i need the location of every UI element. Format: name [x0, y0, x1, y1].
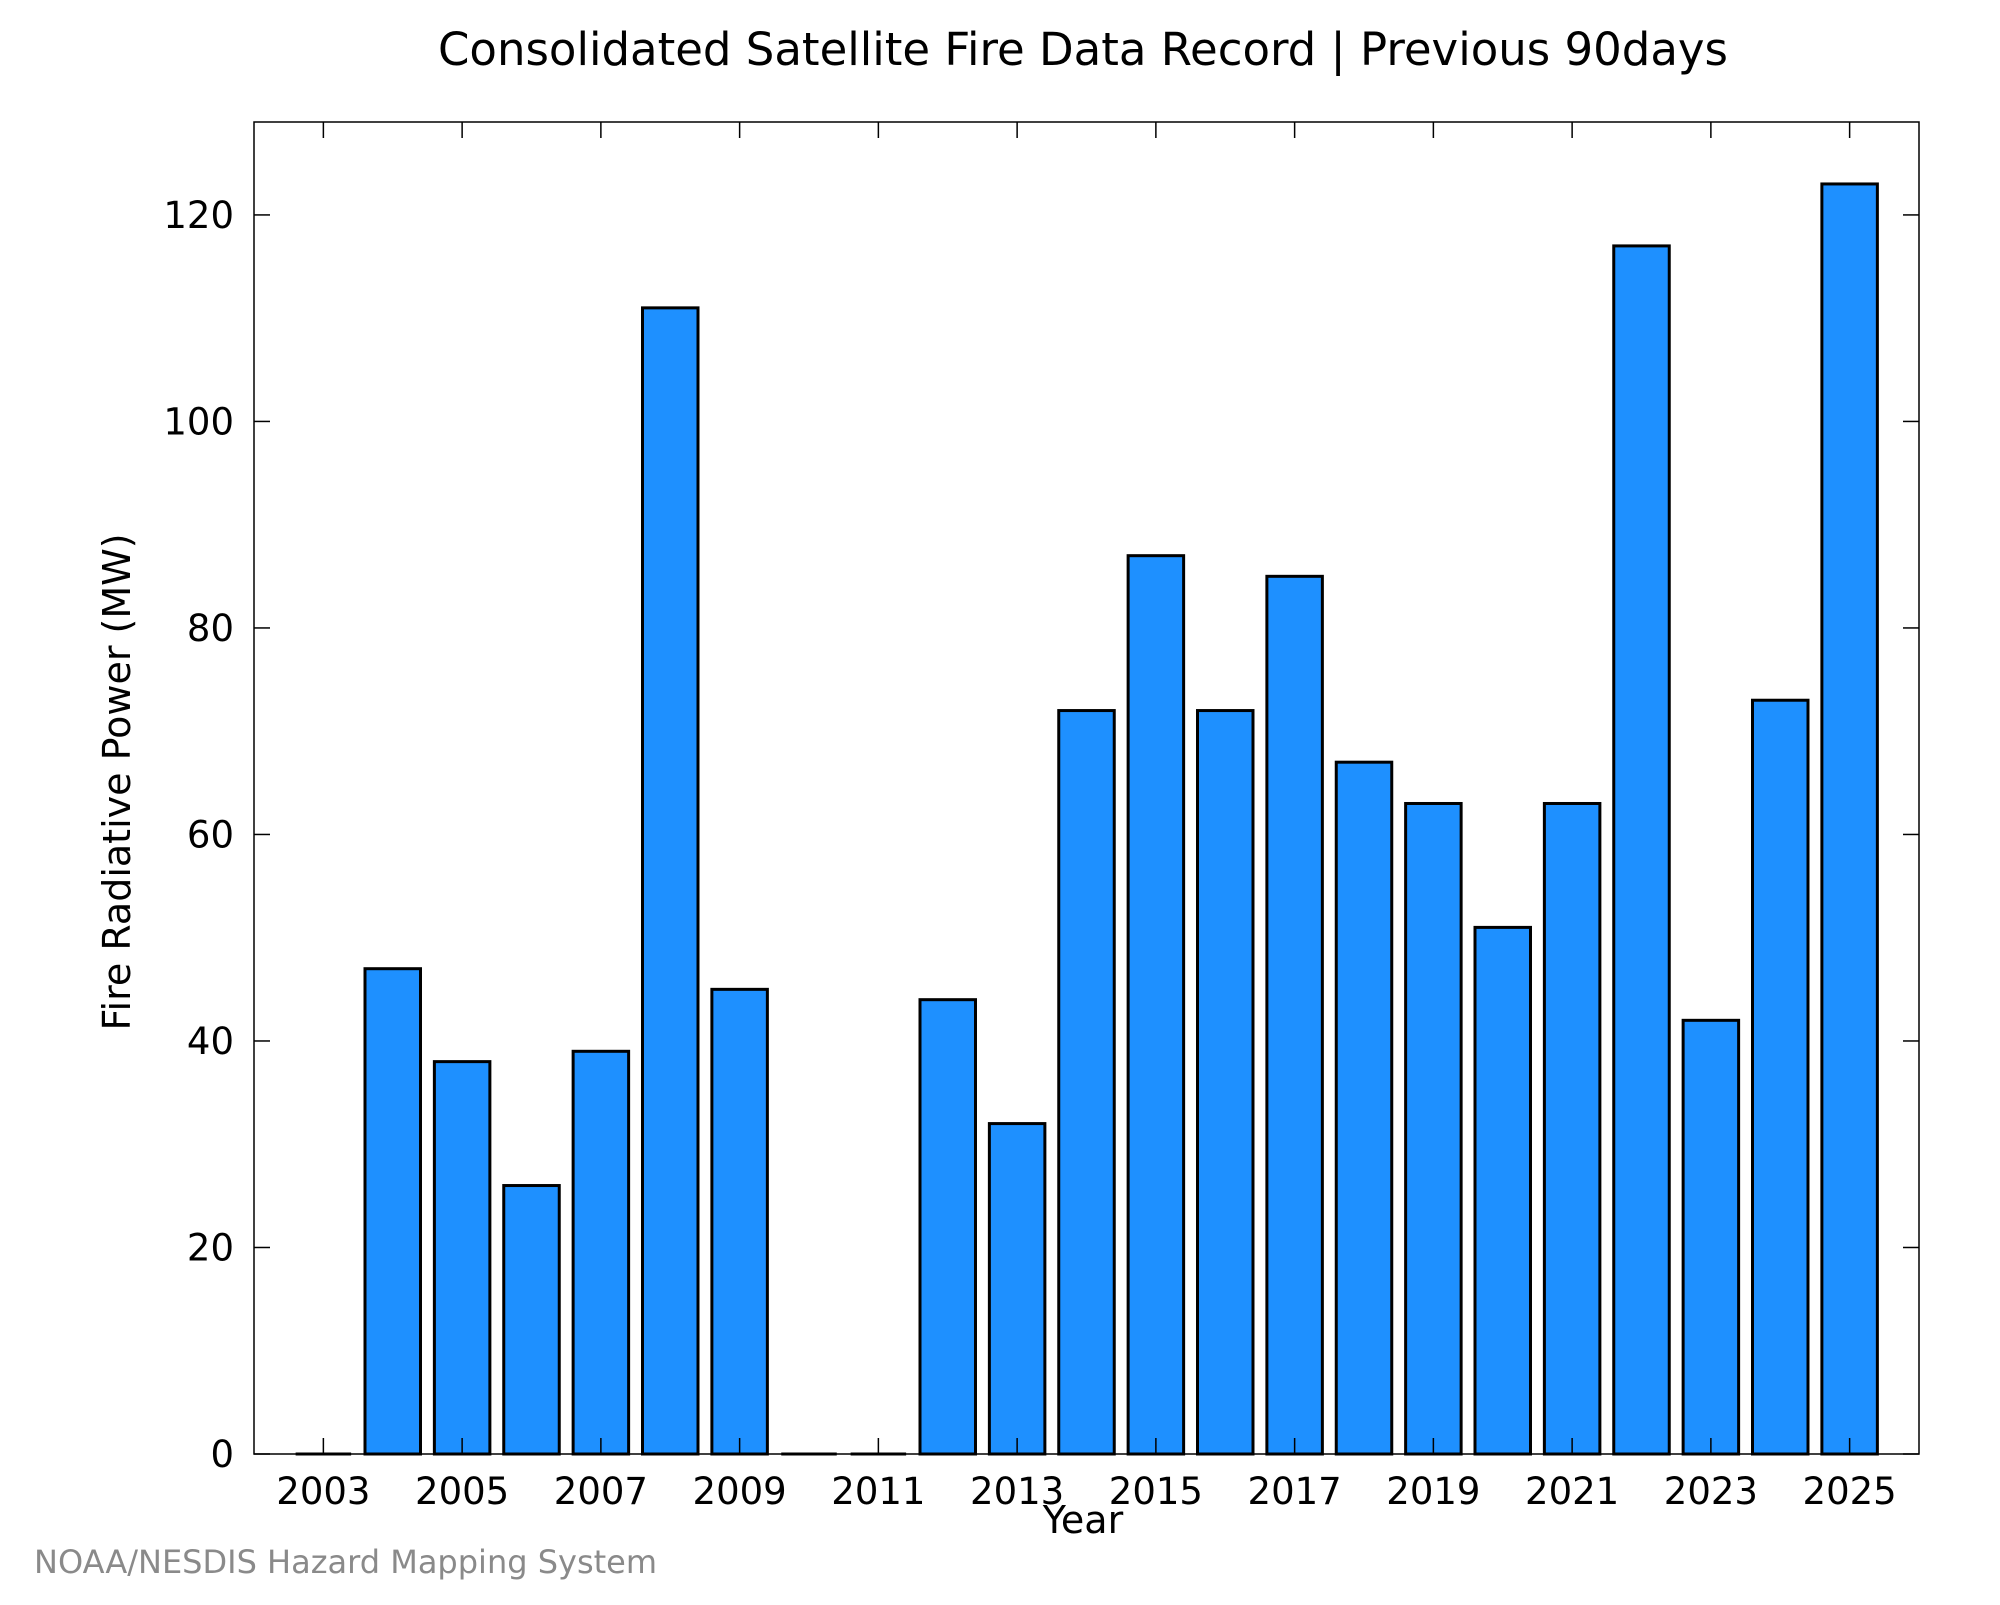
x-tick-label: 2021	[1525, 1470, 1619, 1513]
bar-2024	[1751, 698, 1810, 1456]
bar-2020	[1473, 925, 1532, 1456]
bar-2016	[1196, 709, 1255, 1456]
bar-2009	[710, 987, 769, 1456]
bars-group	[295, 182, 1879, 1456]
chart-title: Consolidated Satellite Fire Data Record …	[438, 23, 1728, 76]
bar-2018	[1334, 760, 1394, 1456]
y-tick-label: 0	[210, 1433, 234, 1476]
bar-2012	[918, 998, 977, 1456]
y-tick-label: 40	[187, 1020, 234, 1063]
y-axis-label: Fire Radiative Power (MW)	[95, 533, 139, 1030]
x-tick-label: 2011	[831, 1470, 925, 1513]
bar-2019	[1404, 801, 1463, 1456]
x-tick-label: 2025	[1803, 1470, 1897, 1513]
x-tick-label: 2007	[554, 1470, 648, 1513]
bar-2022	[1612, 244, 1671, 1456]
bar-2005	[432, 1060, 492, 1456]
x-tick-label: 2015	[1109, 1470, 1203, 1513]
x-tick-label: 2005	[415, 1470, 509, 1513]
y-tick-label: 120	[163, 194, 234, 237]
bar-2025	[1820, 182, 1879, 1456]
bar-2007	[571, 1049, 631, 1456]
x-axis-label: Year	[1042, 1498, 1124, 1542]
bar-2013	[987, 1122, 1047, 1456]
bar-2006	[502, 1184, 561, 1456]
credit-text: NOAA/NESDIS Hazard Mapping System	[34, 1543, 657, 1581]
plot-frame	[253, 121, 1920, 1455]
bar-2014	[1057, 709, 1116, 1456]
x-tick-label: 2013	[970, 1470, 1064, 1513]
y-tick-label: 100	[163, 400, 234, 443]
x-tick-label: 2019	[1386, 1470, 1480, 1513]
bar-2004	[363, 967, 422, 1456]
x-tick-label: 2017	[1248, 1470, 1342, 1513]
bar-2008	[641, 306, 700, 1456]
x-tick-label: 2023	[1664, 1470, 1758, 1513]
y-tick-label: 20	[187, 1226, 234, 1269]
ticks-group: 0 20 40 60 80 100 120 2003 2005 2007 2009 2011 2013 2…	[163, 122, 1919, 1513]
bar-2017	[1265, 574, 1324, 1456]
y-tick-label: 60	[187, 813, 234, 856]
x-tick-label: 2009	[693, 1470, 787, 1513]
y-tick-label: 80	[187, 607, 234, 650]
bar-2015	[1126, 554, 1186, 1456]
x-tick-label: 2003	[276, 1470, 370, 1513]
bar-2023	[1681, 1018, 1741, 1456]
bar-2021	[1542, 801, 1602, 1456]
